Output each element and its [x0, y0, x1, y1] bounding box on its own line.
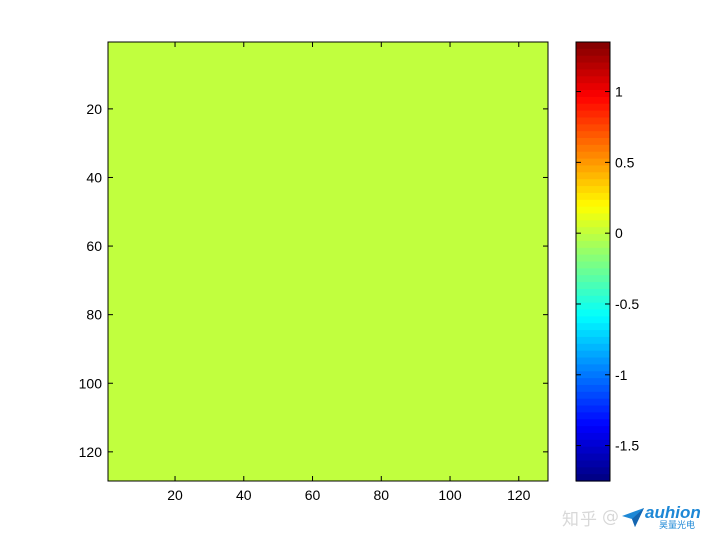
watermark-brand-logo: auhion 昊量光电	[621, 504, 701, 531]
colorbar-tick-label: -1	[615, 367, 628, 383]
colorbar-frame	[575, 41, 611, 482]
colorbar-segment	[576, 261, 610, 269]
colorbar-segment	[576, 247, 610, 256]
colorbar-segment	[576, 357, 610, 365]
colorbar-segment	[576, 42, 610, 50]
heatmap	[108, 42, 548, 481]
colorbar-segment	[576, 151, 610, 160]
colorbar-segment	[576, 117, 610, 125]
y-axis: 20 40 60 80 100 120	[79, 101, 548, 460]
colorbar-segment	[576, 336, 610, 345]
plot-axes-frame	[107, 41, 549, 482]
x-tick-label: 120	[507, 487, 531, 503]
colorbar-segment	[576, 158, 610, 167]
colorbar-segment	[576, 384, 610, 393]
y-tick-label: 120	[79, 444, 103, 460]
colorbar-segment	[576, 62, 610, 71]
colorbar-tick-label: 1	[615, 84, 623, 100]
colorbar-segment	[576, 138, 610, 146]
colorbar-tick-label: 0	[615, 225, 623, 241]
colorbar-segment	[576, 398, 610, 407]
colorbar-segment	[576, 282, 610, 290]
colorbar-segment	[576, 323, 610, 331]
colorbar-segment	[576, 330, 610, 338]
colorbar-segment	[576, 227, 610, 235]
x-axis: 20 40 60 80 100 120	[167, 42, 531, 503]
colorbar-segment	[576, 240, 610, 249]
colorbar-segment	[576, 254, 610, 263]
colorbar-segment	[576, 467, 610, 475]
colorbar-segment	[576, 165, 610, 173]
colorbar-segment	[576, 460, 610, 468]
colorbar-tick-label: -0.5	[615, 296, 639, 312]
colorbar-segment	[576, 110, 610, 119]
colorbar-segment	[576, 213, 610, 221]
colorbar-segment	[576, 220, 610, 228]
watermark: 知乎 @ auhion 昊量光电	[562, 497, 718, 537]
colorbar-segment	[576, 192, 610, 201]
colorbar-segment	[576, 439, 610, 448]
colorbar-segment	[576, 391, 610, 400]
colorbar-segment	[576, 234, 610, 242]
x-tick-label: 20	[167, 487, 183, 503]
watermark-at-sign: @	[602, 507, 619, 527]
colorbar-segment	[576, 76, 610, 84]
colorbar-segment	[576, 288, 610, 297]
colorbar-segment	[576, 364, 610, 372]
heatmap-background	[108, 42, 548, 481]
colorbar-segment	[576, 96, 610, 105]
colorbar-segment	[576, 131, 610, 139]
colorbar-segment	[576, 179, 610, 187]
colorbar-segment	[576, 69, 610, 77]
watermark-brand-subtitle: 昊量光电	[659, 520, 696, 531]
colorbar-segment	[576, 295, 610, 304]
colorbar-segment	[576, 83, 610, 91]
colorbar-segment	[576, 186, 610, 194]
colorbar-segment	[576, 268, 610, 276]
colorbar-segment	[576, 405, 610, 414]
y-tick-label: 20	[86, 101, 102, 117]
colorbar-segment	[576, 343, 610, 352]
colorbar-segment	[576, 199, 610, 208]
paper-plane-icon	[622, 508, 644, 527]
y-tick-label: 60	[86, 238, 102, 254]
colorbar-segment	[576, 302, 610, 311]
watermark-site-text: 知乎	[562, 509, 598, 530]
colorbar-segment	[576, 453, 610, 462]
colorbar	[576, 42, 610, 482]
x-tick-label: 100	[438, 487, 462, 503]
y-tick-label: 100	[79, 375, 103, 391]
colorbar-segment	[576, 309, 610, 317]
colorbar-segment	[576, 124, 610, 132]
colorbar-segment	[576, 206, 610, 215]
colorbar-segment	[576, 350, 610, 359]
colorbar-segment	[576, 48, 610, 57]
colorbar-segment	[576, 55, 610, 64]
colorbar-segment	[576, 474, 610, 482]
colorbar-segment	[576, 316, 610, 324]
colorbar-segment	[576, 426, 610, 434]
colorbar-segment	[576, 432, 610, 441]
watermark-brand-name: auhion	[645, 502, 701, 522]
x-tick-label: 40	[236, 487, 252, 503]
colorbar-tick-label: 0.5	[615, 154, 635, 170]
y-tick-label: 40	[86, 169, 102, 185]
colorbar-segment	[576, 144, 610, 153]
colorbar-segment	[576, 446, 610, 455]
colorbar-segment	[576, 172, 610, 180]
x-tick-label: 80	[373, 487, 389, 503]
colorbar-axis: 1 0.5 0 -0.5 -1 -1.5	[576, 84, 639, 454]
colorbar-segment	[576, 419, 610, 427]
colorbar-segment	[576, 412, 610, 420]
x-tick-label: 60	[305, 487, 321, 503]
colorbar-segment	[576, 103, 610, 112]
colorbar-segment	[576, 275, 610, 283]
colorbar-tick-label: -1.5	[615, 438, 639, 454]
colorbar-segment	[576, 378, 610, 386]
y-tick-label: 80	[86, 307, 102, 323]
colorbar-segment	[576, 90, 610, 98]
colorbar-segment	[576, 371, 610, 379]
